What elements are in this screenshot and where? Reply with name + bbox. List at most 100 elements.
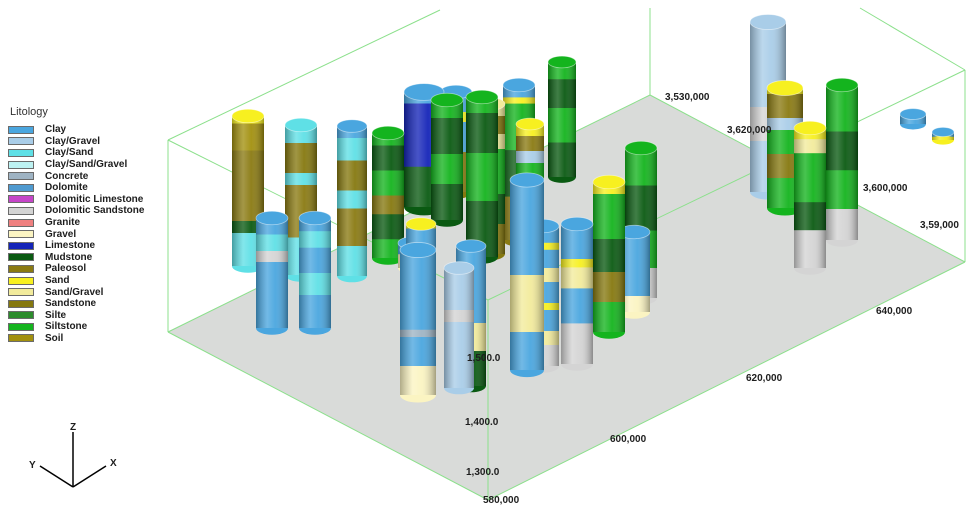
borehole-top (465, 89, 499, 105)
borehole-shading (337, 126, 367, 276)
borehole-shading (561, 224, 593, 364)
borehole[interactable] (298, 210, 332, 335)
borehole-top (592, 174, 626, 190)
borehole-top (749, 14, 787, 30)
x-tick: 600,000 (610, 434, 647, 445)
legend-label: Dolomitic Limestone (45, 193, 144, 205)
borehole[interactable] (465, 89, 499, 264)
legend-item: Sand (8, 275, 173, 287)
y-tick: 3,530,000 (665, 92, 710, 103)
legend-label: Clay (45, 124, 67, 136)
borehole-shading (372, 133, 404, 258)
legend-label: Clay/Sand (45, 147, 94, 159)
legend-label: Granite (45, 217, 81, 229)
z-tick: 1,300.0 (466, 467, 500, 478)
y-tick: 3,620,000 (727, 125, 772, 136)
legend-title: Litology (10, 106, 48, 118)
borehole[interactable] (899, 108, 927, 130)
triad-x-axis (72, 465, 107, 488)
borehole-top (255, 210, 289, 226)
legend-item: Mudstone (8, 252, 173, 264)
legend-item: Concrete (8, 170, 173, 182)
legend-label: Silte (45, 309, 67, 321)
legend-item: Gravel (8, 228, 173, 240)
z-tick: 1,500.0 (467, 353, 501, 364)
borehole-top (405, 217, 437, 231)
borehole[interactable] (371, 125, 405, 265)
legend-item: Clay/Gravel (8, 136, 173, 148)
borehole[interactable] (560, 216, 594, 371)
legend-swatch (8, 183, 34, 192)
x-axis-ticks: 580,000 600,000 620,000 640,000 (483, 306, 913, 506)
legend-swatch (8, 311, 34, 320)
triad-y-label: Y (29, 460, 36, 471)
legend-item: Limestone (8, 240, 173, 252)
legend-swatch (8, 299, 34, 308)
x-tick: 620,000 (746, 373, 783, 384)
borehole[interactable] (931, 126, 955, 145)
legend-list: Clay Clay/Gravel Clay/Sand Clay/Sand/Gravel… (8, 124, 173, 344)
legend-swatch (8, 137, 34, 146)
borehole-shading (466, 97, 498, 257)
borehole[interactable] (255, 210, 289, 335)
borehole-shading (826, 85, 858, 240)
borehole-top (509, 172, 545, 188)
legend-item: Dolomitic Limestone (8, 194, 173, 206)
borehole[interactable] (430, 92, 464, 227)
legend-item: Clay/Sand/Gravel (8, 159, 173, 171)
borehole-top (515, 117, 545, 131)
borehole[interactable] (825, 77, 859, 247)
borehole[interactable] (336, 119, 368, 283)
legend-swatch (8, 195, 34, 204)
borehole[interactable] (509, 172, 545, 378)
borehole-top (336, 119, 368, 133)
legend-swatch (8, 160, 34, 169)
borehole-shading (510, 180, 544, 370)
boreholes-layer (231, 14, 955, 403)
borehole-shading (593, 182, 625, 332)
triad-y-axis (39, 465, 74, 488)
legend-swatch (8, 148, 34, 157)
legend-item: Clay/Sand (8, 147, 173, 159)
legend-swatch (8, 334, 34, 343)
legend-swatch (8, 264, 34, 273)
legend-swatch (8, 322, 34, 331)
x-tick: 580,000 (483, 495, 520, 506)
borehole-top (502, 77, 536, 93)
legend-label: Concrete (45, 170, 89, 182)
legend-label: Siltstone (45, 321, 88, 333)
borehole-top (931, 126, 955, 138)
box-edge (167, 9, 441, 141)
triad-x-label: X (110, 458, 117, 469)
borehole-top (443, 261, 475, 275)
legend-item: Sand/Gravel (8, 286, 173, 298)
legend-swatch (8, 206, 34, 215)
legend-item: Dolomitic Sandstone (8, 205, 173, 217)
borehole-top (793, 120, 827, 136)
borehole[interactable] (793, 120, 827, 275)
borehole-shading (794, 128, 826, 268)
borehole-shading (444, 268, 474, 388)
borehole[interactable] (443, 261, 475, 395)
legend-swatch (8, 253, 34, 262)
borehole-top (399, 242, 437, 258)
borehole-top (624, 140, 658, 156)
legend-swatch (8, 241, 34, 250)
box-edge (487, 261, 966, 501)
borehole-shading (431, 100, 463, 220)
legend-label: Sand (45, 275, 70, 287)
legend-item: Paleosol (8, 263, 173, 275)
borehole-shading (299, 218, 331, 328)
legend-swatch (8, 218, 34, 227)
legend-item: Clay (8, 124, 173, 136)
borehole-shading (548, 62, 576, 177)
borehole-top (371, 125, 405, 141)
borehole[interactable] (399, 242, 437, 403)
legend-swatch (8, 125, 34, 134)
box-edge (859, 7, 966, 71)
borehole-top (825, 77, 859, 93)
borehole[interactable] (592, 174, 626, 339)
borehole[interactable] (547, 55, 577, 183)
borehole[interactable] (231, 108, 265, 273)
